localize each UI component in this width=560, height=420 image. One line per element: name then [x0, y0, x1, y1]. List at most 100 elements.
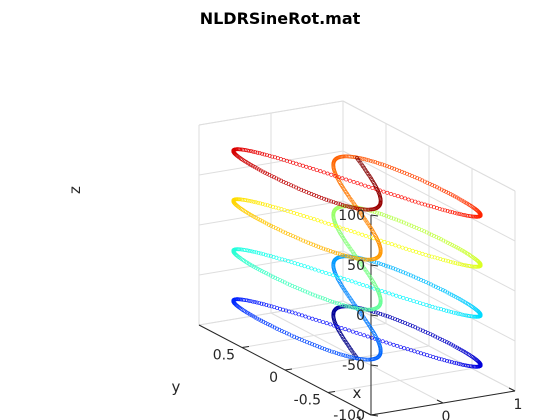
data-point	[348, 255, 353, 259]
data-point	[275, 277, 280, 281]
y-tick-label: -0.5	[294, 393, 321, 409]
data-point	[392, 166, 397, 171]
data-point	[383, 290, 388, 295]
data-point	[362, 157, 367, 162]
y-tick-mark	[241, 346, 250, 348]
data-point	[360, 232, 365, 237]
data-point	[442, 188, 446, 193]
data-point	[456, 246, 461, 251]
data-point	[326, 221, 331, 226]
data-point	[321, 246, 326, 251]
x-axis-label: x	[353, 384, 362, 402]
data-point	[406, 197, 411, 202]
data-point	[331, 273, 336, 278]
data-point	[403, 246, 408, 251]
y-tick-mark	[370, 413, 379, 416]
data-point	[256, 167, 261, 172]
data-point	[332, 300, 337, 305]
data-point	[464, 363, 469, 368]
grid-line-top-side	[342, 100, 516, 192]
data-point	[391, 266, 396, 271]
data-point	[450, 210, 455, 215]
data-point	[267, 153, 272, 158]
data-point	[454, 311, 458, 316]
grid-line-floor-y	[241, 323, 387, 348]
data-point	[279, 329, 284, 333]
data-point	[303, 314, 308, 319]
data-point	[427, 231, 432, 236]
data-point	[338, 202, 343, 207]
grid-line-back-z	[198, 250, 344, 276]
data-point	[250, 299, 255, 304]
data-point	[257, 267, 262, 272]
data-point	[470, 214, 475, 219]
data-point	[322, 220, 327, 225]
z-tick-label: 0	[356, 308, 365, 324]
data-point	[263, 202, 268, 207]
data-point	[316, 244, 321, 249]
data-point	[363, 357, 368, 362]
data-point	[274, 176, 279, 181]
data-point	[357, 281, 362, 286]
data-point	[339, 326, 344, 330]
data-point	[409, 348, 414, 353]
data-point	[390, 316, 395, 321]
data-point	[376, 261, 381, 266]
data-point	[378, 311, 383, 316]
data-point	[366, 158, 371, 163]
data-point	[247, 198, 252, 203]
data-point	[254, 216, 259, 220]
data-point	[438, 287, 443, 292]
data-point	[455, 261, 460, 266]
data-point	[466, 363, 470, 368]
data-point	[441, 257, 446, 262]
data-point	[323, 247, 328, 252]
data-point	[364, 284, 369, 289]
data-point	[318, 295, 323, 300]
data-point	[297, 162, 302, 167]
data-point	[344, 204, 349, 209]
data-point	[347, 354, 352, 359]
data-point	[253, 150, 258, 155]
data-point	[369, 335, 374, 340]
data-point	[345, 354, 350, 359]
data-point	[252, 249, 257, 254]
data-point	[433, 334, 438, 339]
data-point	[432, 184, 437, 189]
data-point	[385, 314, 390, 319]
data-point	[401, 295, 406, 300]
data-point	[321, 320, 326, 325]
data-point	[427, 181, 432, 186]
data-point	[456, 361, 461, 366]
data-point	[456, 311, 461, 316]
data-point	[359, 182, 364, 187]
data-point	[440, 288, 445, 293]
data-point	[353, 356, 358, 361]
data-point	[301, 238, 306, 243]
data-point	[280, 279, 285, 284]
data-point	[449, 360, 454, 365]
data-point	[335, 324, 340, 329]
data-point	[351, 179, 356, 184]
data-point	[254, 166, 259, 171]
data-point	[458, 312, 463, 317]
data-point	[315, 294, 320, 299]
data-point	[399, 219, 404, 224]
data-point	[460, 312, 465, 317]
data-point	[336, 351, 341, 356]
data-point	[461, 263, 466, 267]
data-point	[362, 207, 367, 212]
data-point	[466, 213, 471, 218]
data-point	[341, 226, 346, 231]
data-point	[232, 201, 237, 206]
data-point	[248, 249, 253, 253]
data-point	[381, 262, 386, 267]
data-point	[313, 293, 318, 298]
data-point	[315, 344, 320, 349]
z-tick-label: 50	[347, 258, 365, 274]
data-point	[409, 198, 414, 203]
data-point	[328, 322, 333, 327]
data-point	[251, 199, 256, 204]
data-point	[306, 240, 311, 245]
